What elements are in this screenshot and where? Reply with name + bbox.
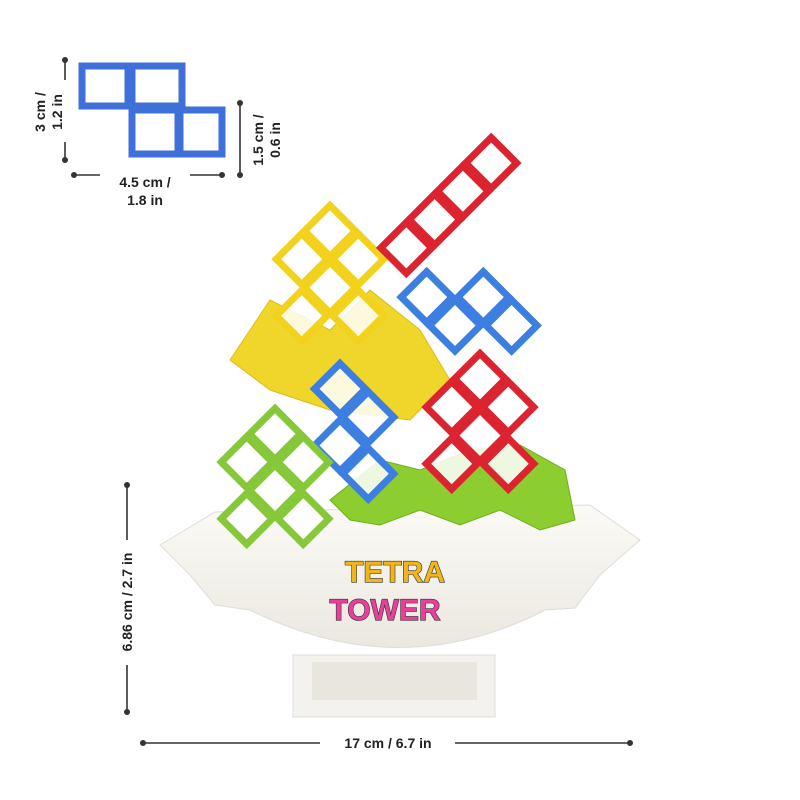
piece-cell — [481, 295, 542, 356]
piece-cell — [477, 376, 539, 438]
piece-cell — [327, 285, 389, 347]
piece-cell — [421, 433, 483, 495]
piece-cell — [299, 257, 361, 318]
piece-cell — [216, 488, 278, 550]
piece-cell — [421, 376, 483, 438]
dimension-label: 3 cm / — [32, 92, 48, 132]
piece-cell — [244, 403, 306, 465]
dimension-label: 1.8 in — [127, 192, 163, 208]
dimension-label: 1.5 cm / — [250, 114, 266, 165]
piece-cell — [309, 358, 371, 420]
piece-cell — [299, 200, 361, 262]
piece-cell — [449, 405, 511, 466]
tetra-piece — [375, 132, 522, 279]
piece-cell — [337, 386, 399, 448]
piece-cell — [216, 431, 278, 493]
logo-line: TOWER — [329, 594, 440, 627]
logo: TETRA TOWER — [329, 555, 446, 627]
tetra-piece — [216, 403, 334, 550]
dimension-label: 6.86 cm / 2.7 in — [119, 553, 135, 652]
single-piece — [78, 62, 226, 158]
piece-cell — [432, 160, 494, 222]
piece-cell — [396, 266, 458, 328]
piece-cell — [272, 431, 334, 493]
dimension-label: 4.5 cm / — [119, 174, 170, 190]
piece-cell — [477, 433, 539, 495]
piece-cell — [244, 460, 306, 521]
tetra-piece — [271, 200, 389, 347]
piece-cell — [327, 228, 389, 290]
dimension-label: 1.2 in — [49, 94, 65, 130]
logo-line: TETRA — [345, 556, 445, 589]
dimension-label: 17 cm / 6.7 in — [344, 735, 431, 751]
dimension-lines — [62, 57, 633, 746]
base-board — [159, 504, 641, 648]
piece-cell — [272, 488, 334, 550]
piece-cell — [460, 132, 522, 194]
piece-cell — [375, 217, 437, 279]
dimension-label: 0.6 in — [267, 122, 283, 158]
stand — [292, 654, 496, 718]
piece-cell — [337, 443, 399, 505]
piece-cell — [271, 228, 333, 290]
tetra-piece — [309, 358, 399, 505]
piece-cell — [271, 285, 333, 347]
piece-cell — [404, 189, 466, 250]
piece-cell — [424, 295, 486, 356]
tetra-piece — [396, 266, 542, 356]
tetra-piece — [421, 348, 539, 495]
piece-cell — [449, 348, 511, 410]
piece-cell — [452, 266, 514, 328]
